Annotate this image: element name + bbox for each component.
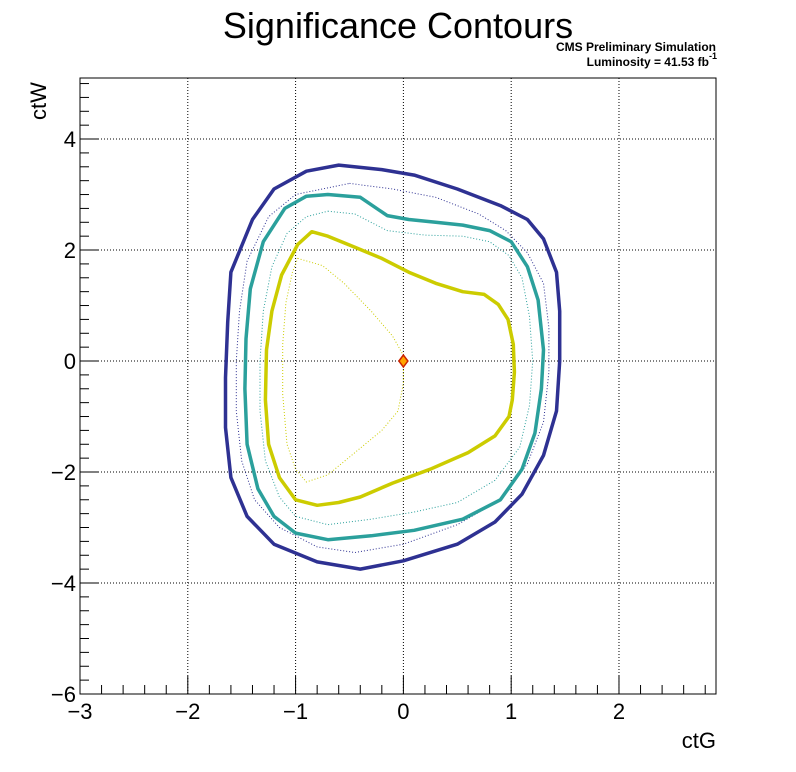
luminosity-text: Luminosity = 41.53 fb (587, 55, 709, 69)
contour-lines (223, 163, 562, 571)
luminosity-exponent: -1 (709, 51, 717, 61)
contour-line-2 (243, 192, 546, 542)
x-tick-label-2: −1 (283, 699, 308, 724)
plot-frame-border (79, 77, 717, 695)
x-axis-label: ctG (682, 728, 716, 753)
contour-line-4 (263, 229, 517, 508)
cms-preliminary-label: CMS Preliminary Simulation (556, 40, 716, 54)
chart-title: Significance Contours (223, 5, 573, 46)
x-tick-label-1: −2 (175, 699, 200, 724)
best-fit-marker (397, 353, 409, 369)
x-tick-label-3: 0 (397, 699, 409, 724)
y-tick-label-3: 0 (64, 349, 76, 374)
y-tick-label-1: −4 (51, 571, 76, 596)
x-tick-label-5: 2 (613, 699, 625, 724)
y-axis-label: ctW (26, 82, 51, 120)
luminosity-label: Luminosity = 41.53 fb (587, 55, 709, 69)
x-tick-label-0: −3 (67, 699, 92, 724)
y-tick-label-2: −2 (51, 460, 76, 485)
axis-ticks: −3 −2 −1 0 1 2 −6 −4 −2 0 2 4 (51, 83, 706, 724)
plot-frame (79, 77, 717, 695)
x-tick-label-4: 1 (505, 699, 517, 724)
y-tick-label-5: 4 (64, 127, 76, 152)
y-tick-label-0: −6 (51, 682, 76, 707)
best-fit-point (397, 353, 409, 369)
contour-line-0 (223, 163, 562, 571)
y-tick-label-4: 2 (64, 238, 76, 263)
